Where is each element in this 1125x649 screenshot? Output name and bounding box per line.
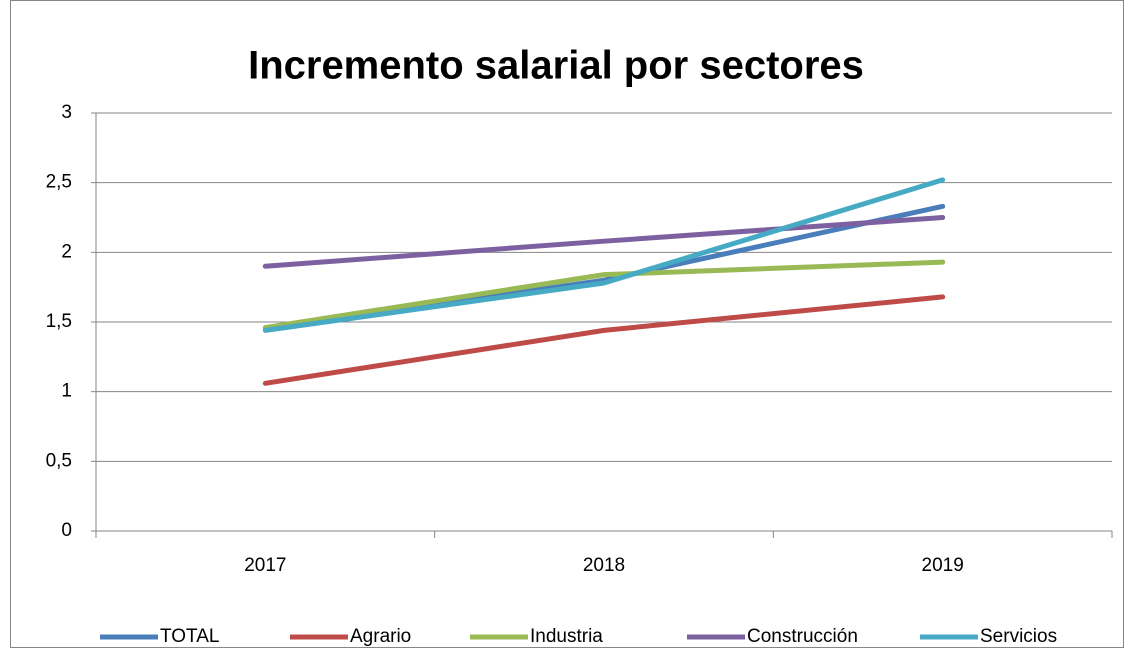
x-tick-label: 2018 [583,555,625,576]
y-tick-label: 0 [61,520,72,541]
legend-label: Servicios [980,626,1057,647]
series-line [262,259,946,331]
legend-label: Agrario [350,626,411,647]
series-line [262,177,946,333]
legend-label: Industria [530,626,603,647]
x-tick-label: 2019 [922,555,964,576]
y-tick-label: 3 [61,102,72,123]
y-tick-label: 2,5 [46,172,72,193]
legend-label: TOTAL [160,626,219,647]
y-tick-label: 1 [61,381,72,402]
y-tick-label: 0,5 [46,450,72,471]
x-tick-label: 2017 [244,555,286,576]
series-line [262,215,946,269]
chart-frame [10,0,1124,648]
y-tick-label: 2 [61,241,72,262]
chart-title: Incremento salarial por sectores [248,44,864,88]
y-tick-label: 1,5 [46,311,72,332]
legend-label: Construcción [747,626,858,647]
series-line [262,294,946,386]
